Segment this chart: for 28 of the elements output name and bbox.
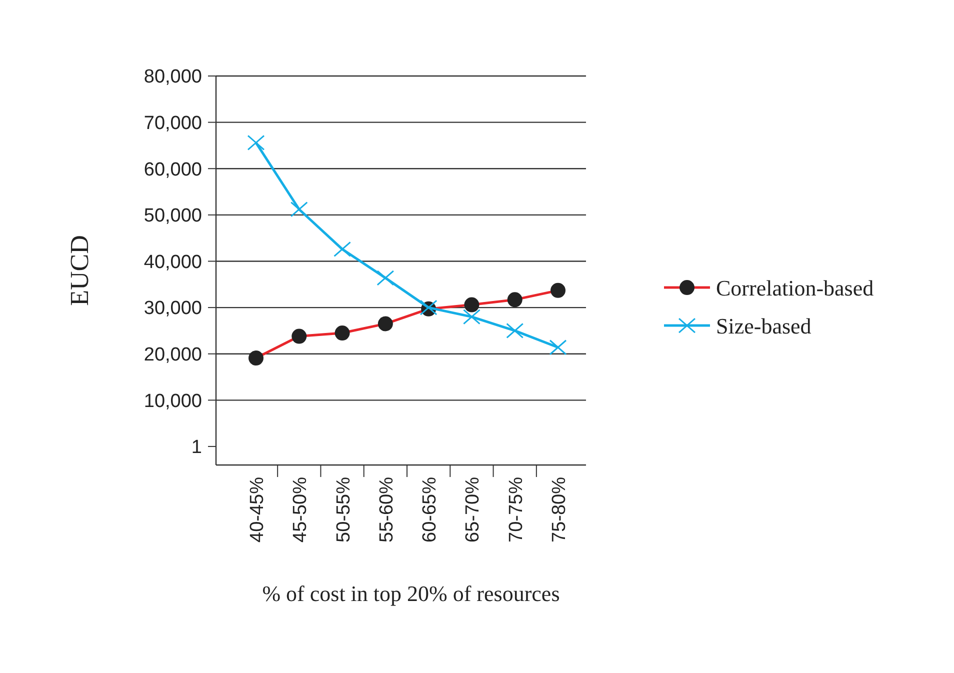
x-tick-label: 55-60% xyxy=(376,476,398,542)
x-tick-label: 65-70% xyxy=(462,476,484,542)
y-tick-label: 50,000 xyxy=(144,206,202,227)
point xyxy=(290,202,308,218)
x-tick-label: 50-55% xyxy=(333,476,354,542)
x-tick-label: 60-65% xyxy=(420,476,441,542)
x-tick-label: 75-80% xyxy=(549,476,570,542)
point xyxy=(376,270,394,286)
point xyxy=(247,134,265,150)
y-tick-label: 60,000 xyxy=(144,159,202,180)
y-axis-title: EUCD xyxy=(65,235,94,306)
point xyxy=(462,309,480,325)
x-tick-label: 40-45% xyxy=(247,476,268,542)
y-tick-label: 20,000 xyxy=(144,344,202,366)
y-tick-label: 40,000 xyxy=(144,252,202,273)
y-tick-label: 10,000 xyxy=(144,390,202,412)
y-tick-label: 1 xyxy=(191,437,202,458)
point xyxy=(506,322,524,338)
x-axis-title: % of cost in top 20% of resources xyxy=(262,581,560,606)
y-tick-label: 30,000 xyxy=(144,298,202,320)
y-tick-label: 80,000 xyxy=(144,66,202,88)
y-tick-label: 70,000 xyxy=(144,112,202,134)
legend-label: Correlation-based xyxy=(716,275,874,300)
x-tick-label: 70-75% xyxy=(506,476,527,542)
legend-label: Size-based xyxy=(716,313,812,338)
point xyxy=(334,241,352,257)
x-tick-label: 45-50% xyxy=(290,476,312,542)
point xyxy=(549,340,567,356)
